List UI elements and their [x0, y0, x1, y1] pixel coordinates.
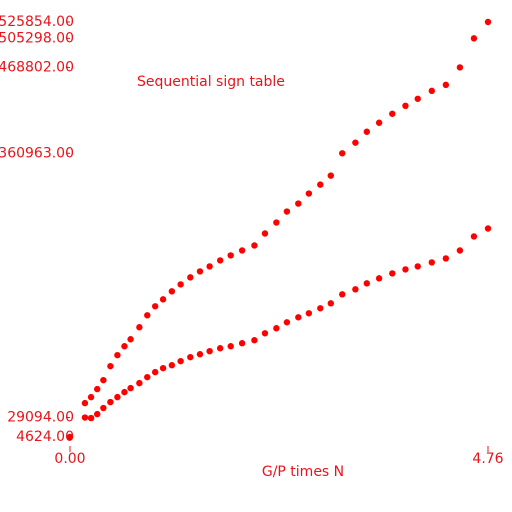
- point: [389, 110, 396, 117]
- point: [327, 172, 335, 179]
- point: [107, 398, 114, 406]
- point: [428, 259, 435, 266]
- point: [363, 128, 371, 135]
- point: [107, 362, 114, 370]
- x-tick-label: 4.76: [472, 451, 503, 467]
- point: [470, 233, 478, 240]
- point: [144, 373, 151, 381]
- point: [136, 379, 143, 387]
- point: [456, 64, 464, 71]
- point: [216, 257, 224, 264]
- point: [216, 345, 224, 352]
- point: [442, 255, 450, 262]
- point: [317, 305, 324, 312]
- point: [144, 312, 151, 319]
- point: [227, 252, 234, 259]
- point: [251, 337, 258, 344]
- point: [87, 393, 95, 401]
- point: [414, 95, 421, 102]
- point: [127, 336, 134, 343]
- point: [206, 347, 213, 355]
- x-tick-label: 0.00: [54, 451, 85, 467]
- point: [238, 247, 246, 254]
- point: [295, 314, 302, 321]
- point: [305, 190, 313, 197]
- point: [484, 225, 492, 232]
- point: [283, 208, 291, 215]
- point: [177, 357, 184, 365]
- point: [206, 263, 213, 270]
- point: [363, 280, 371, 287]
- point: [352, 139, 359, 146]
- chart-title: Sequential sign table: [137, 74, 285, 90]
- point: [187, 353, 194, 361]
- point: [227, 343, 234, 350]
- y-tick-label: 468802.00: [0, 59, 74, 75]
- point: [114, 393, 121, 401]
- point: [261, 330, 269, 337]
- point: [196, 351, 204, 358]
- point: [402, 102, 409, 110]
- point: [121, 388, 128, 396]
- point: [177, 281, 184, 288]
- y-tick-label: 525854.00: [0, 14, 74, 30]
- point: [283, 319, 291, 326]
- x-axis-label: G/P times N: [262, 464, 344, 480]
- point: [339, 150, 346, 157]
- point: [100, 404, 107, 412]
- point: [327, 300, 335, 307]
- point: [295, 200, 302, 207]
- y-tick-label: 505298.00: [0, 30, 74, 46]
- point: [470, 35, 478, 42]
- point: [168, 362, 176, 369]
- point: [273, 325, 280, 332]
- point: [251, 242, 258, 249]
- point: [273, 219, 280, 226]
- y-tick-label: 360963.00: [0, 145, 74, 161]
- point: [187, 274, 194, 281]
- point: [81, 399, 89, 407]
- point: [136, 324, 143, 331]
- point: [428, 87, 435, 95]
- point: [81, 414, 89, 421]
- point: [168, 288, 176, 295]
- point: [414, 263, 421, 270]
- point: [159, 296, 167, 303]
- point: [402, 266, 409, 273]
- point: [375, 119, 383, 126]
- point: [261, 230, 269, 237]
- point: [151, 368, 159, 376]
- point: [159, 364, 167, 372]
- point: [196, 268, 204, 275]
- point: [94, 410, 101, 418]
- point: [339, 291, 346, 298]
- point: [66, 433, 74, 441]
- point: [456, 247, 464, 254]
- point: [305, 310, 313, 317]
- point: [389, 270, 396, 277]
- point: [100, 376, 107, 384]
- point: [352, 286, 359, 293]
- y-tick-label: 4624.00: [16, 429, 74, 445]
- point: [87, 414, 95, 422]
- point: [94, 385, 101, 393]
- y-tick-label: 29094.00: [7, 410, 74, 426]
- point: [442, 81, 450, 89]
- point: [238, 340, 246, 347]
- point: [127, 384, 134, 392]
- point: [375, 275, 383, 282]
- point: [484, 18, 492, 26]
- point: [317, 181, 324, 188]
- point: [114, 351, 121, 359]
- point: [121, 343, 128, 350]
- point: [151, 303, 159, 310]
